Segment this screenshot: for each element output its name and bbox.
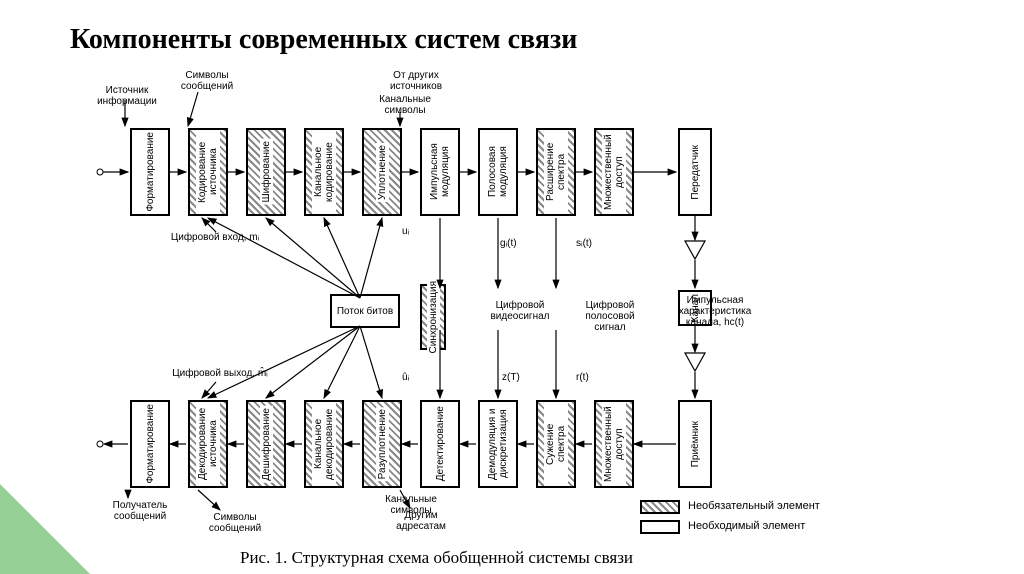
arrow-layer: [0, 0, 1024, 574]
